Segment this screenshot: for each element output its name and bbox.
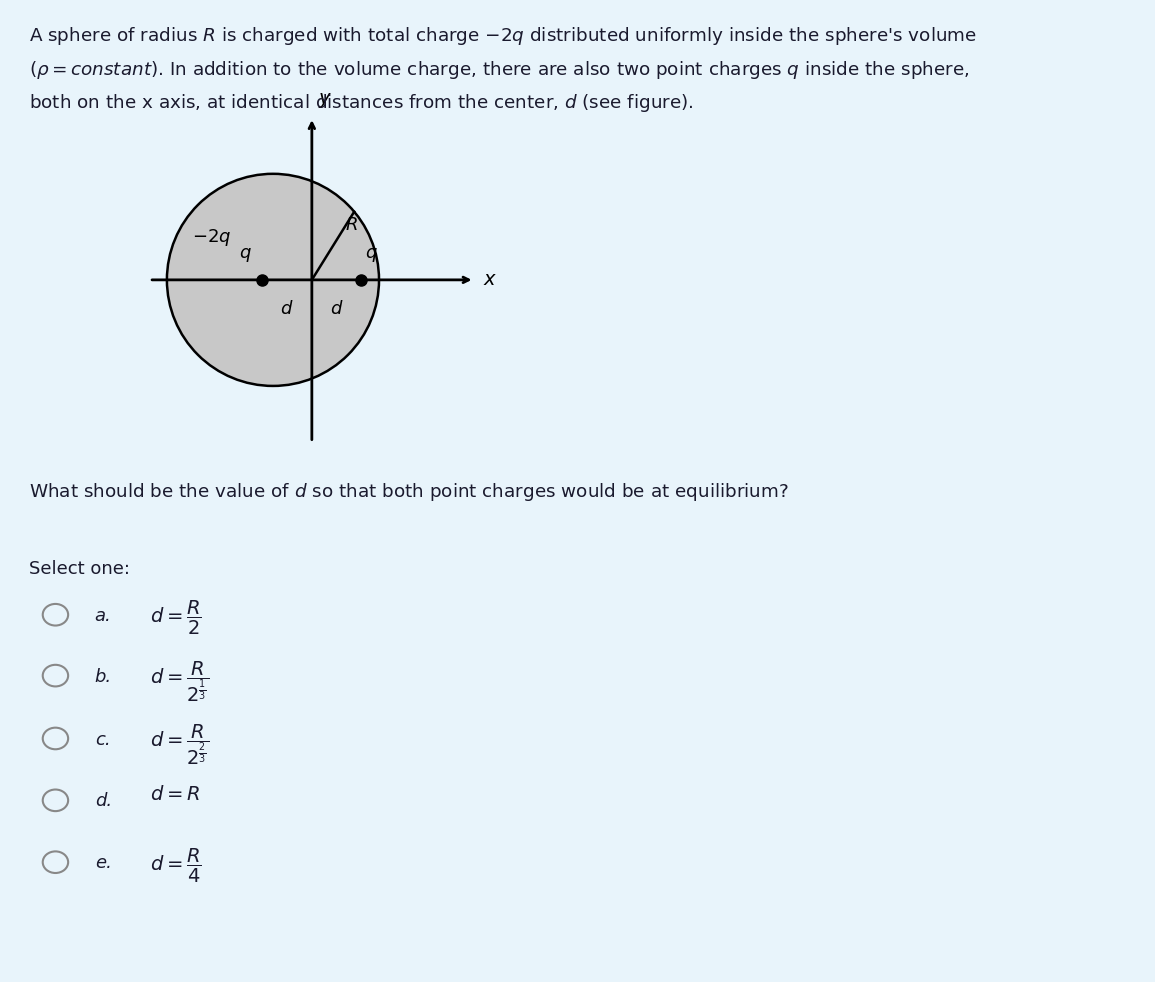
Text: $d = R$: $d = R$ [150, 785, 200, 803]
Text: b.: b. [95, 668, 112, 685]
Circle shape [167, 174, 379, 386]
Text: What should be the value of $d$ so that both point charges would be at equilibri: What should be the value of $d$ so that … [29, 481, 789, 503]
Text: c.: c. [95, 731, 111, 748]
Text: both on the x axis, at identical distances from the center, $d$ (see figure).: both on the x axis, at identical distanc… [29, 92, 694, 114]
Text: $d = \dfrac{R}{4}$: $d = \dfrac{R}{4}$ [150, 846, 202, 885]
Text: $d = \dfrac{R}{2}$: $d = \dfrac{R}{2}$ [150, 599, 202, 637]
Text: $d = \dfrac{R}{2^{\frac{1}{3}}}$: $d = \dfrac{R}{2^{\frac{1}{3}}}$ [150, 660, 209, 704]
Text: $d = \dfrac{R}{2^{\frac{2}{3}}}$: $d = \dfrac{R}{2^{\frac{2}{3}}}$ [150, 723, 209, 767]
Text: $-2q$: $-2q$ [192, 227, 231, 247]
Text: Select one:: Select one: [29, 560, 129, 577]
Text: $x$: $x$ [483, 270, 497, 290]
Text: $d$: $d$ [281, 300, 293, 317]
Text: $y$: $y$ [318, 91, 331, 110]
Text: $q$: $q$ [239, 246, 252, 264]
Text: e.: e. [95, 854, 112, 872]
Text: ($\rho = \mathit{constant}$). In addition to the volume charge, there are also t: ($\rho = \mathit{constant}$). In additio… [29, 59, 970, 81]
Text: $d$: $d$ [330, 300, 343, 317]
Text: $R$: $R$ [345, 216, 358, 234]
Text: d.: d. [95, 792, 112, 810]
Text: a.: a. [95, 607, 112, 625]
Text: $q$: $q$ [365, 246, 378, 264]
Text: A sphere of radius $R$ is charged with total charge $-2q$ distributed uniformly : A sphere of radius $R$ is charged with t… [29, 25, 977, 46]
